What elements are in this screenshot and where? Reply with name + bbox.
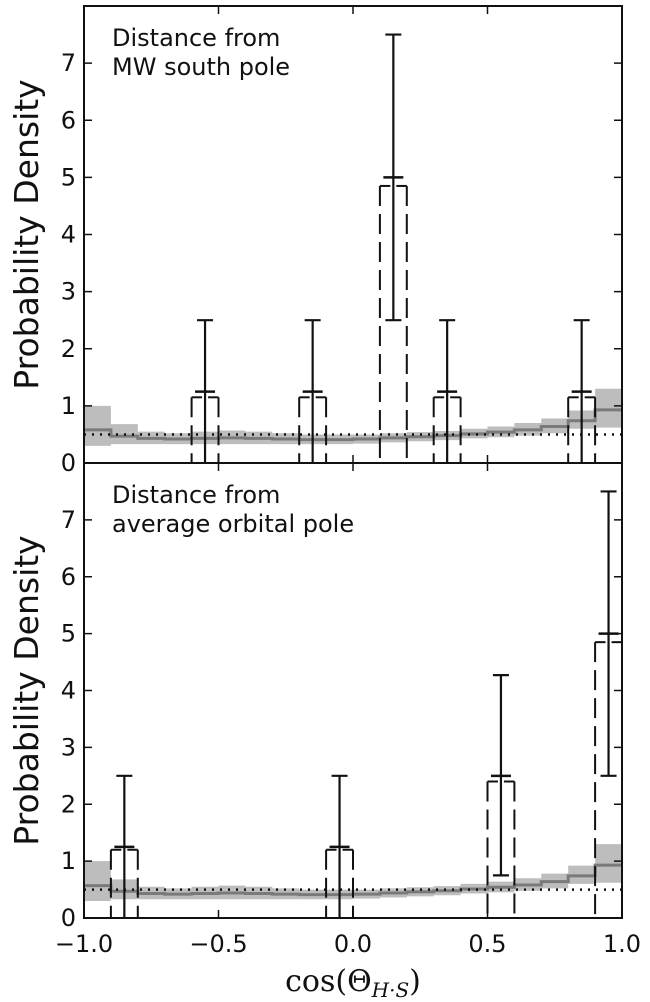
x-axis-label: cos(ΘH·S) bbox=[285, 964, 421, 1002]
panel-annotation: average orbital pole bbox=[112, 510, 354, 538]
x-tick-label: −0.5 bbox=[189, 930, 247, 958]
y-tick-label: 3 bbox=[61, 733, 76, 761]
panel-bottom: 0 1 2 3 4 5 6 7 −1.0 −0.5 0.0 0.5 1.0 Distance fromav… bbox=[7, 462, 641, 958]
y-tick-label: 3 bbox=[61, 278, 76, 306]
y-axis-label: Probability Density bbox=[7, 79, 46, 389]
uniform-median-line bbox=[84, 408, 622, 442]
y-tick-label: 2 bbox=[61, 790, 76, 818]
x-tick-label: 0.5 bbox=[468, 930, 506, 958]
x-tick-label: 1.0 bbox=[603, 930, 641, 958]
y-tick-label: 0 bbox=[61, 904, 76, 932]
y-tick-label: 7 bbox=[61, 506, 76, 534]
y-tick-label: 6 bbox=[61, 563, 76, 591]
y-tick-label: 5 bbox=[61, 163, 76, 191]
y-tick-label: 6 bbox=[61, 106, 76, 134]
y-tick-label: 1 bbox=[61, 392, 76, 420]
y-tick-label: 4 bbox=[61, 221, 76, 249]
y-tick-label: 7 bbox=[61, 49, 76, 77]
panel-annotation: Distance from bbox=[112, 24, 280, 52]
y-tick-label: 5 bbox=[61, 620, 76, 648]
panel-annotation: Distance from bbox=[112, 481, 280, 509]
y-tick-label: 4 bbox=[61, 677, 76, 705]
y-tick-label: 0 bbox=[61, 449, 76, 477]
x-tick-label: −1.0 bbox=[55, 930, 113, 958]
x-tick-label: 0.0 bbox=[334, 930, 372, 958]
panel-annotation: MW south pole bbox=[112, 53, 290, 81]
y-tick-label: 2 bbox=[61, 335, 76, 363]
y-axis-label: Probability Density bbox=[7, 535, 46, 845]
y-tick-label: 1 bbox=[61, 847, 76, 875]
